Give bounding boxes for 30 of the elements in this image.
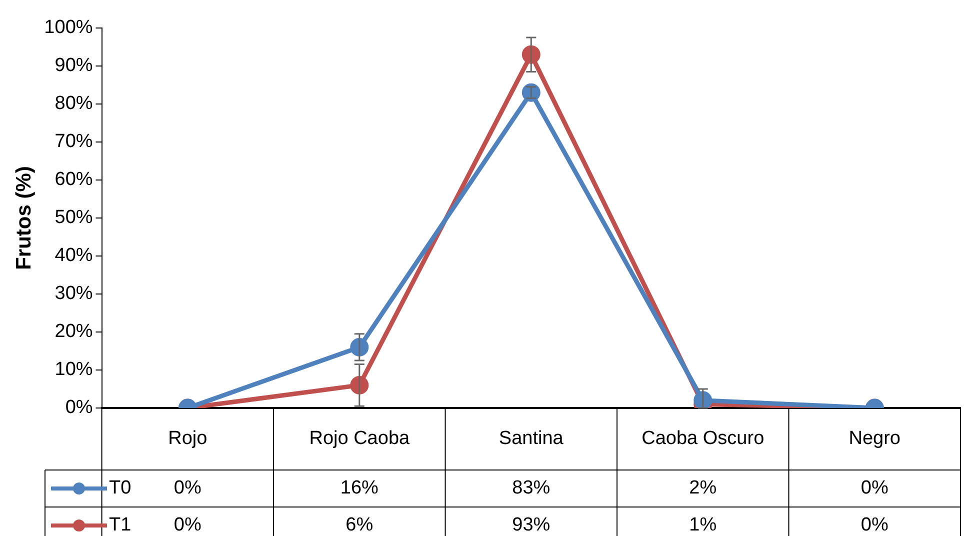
- y-tick-label: 0%: [65, 397, 93, 418]
- legend-label: T1: [109, 514, 132, 536]
- x-tick-label: Rojo: [168, 428, 208, 450]
- data-label: 6%: [346, 514, 374, 536]
- legend-label: T0: [109, 478, 132, 499]
- data-label: 0%: [860, 514, 888, 536]
- y-tick-label: 90%: [54, 55, 93, 76]
- y-tick-label: 50%: [54, 207, 93, 228]
- x-tick-label: Caoba Oscuro: [642, 428, 764, 450]
- y-tick-label: 20%: [54, 321, 93, 342]
- data-label: 0%: [174, 514, 202, 536]
- data-label: 2%: [689, 478, 717, 499]
- y-axis-title: Frutos (%): [12, 166, 36, 270]
- y-tick-label: 40%: [54, 245, 93, 266]
- x-tick-label: Rojo Caoba: [309, 428, 410, 450]
- data-label: 93%: [512, 514, 550, 536]
- data-label: 16%: [340, 478, 379, 499]
- y-tick-label: 60%: [54, 169, 93, 190]
- y-tick-label: 10%: [54, 359, 93, 380]
- y-tick-label: 100%: [44, 17, 93, 38]
- data-label: 0%: [860, 478, 888, 499]
- data-label: 0%: [174, 478, 202, 499]
- x-tick-label: Santina: [498, 428, 564, 450]
- y-tick-label: 80%: [54, 93, 93, 114]
- x-tick-label: Negro: [848, 428, 901, 450]
- y-tick-label: 70%: [54, 131, 93, 152]
- data-label: 83%: [512, 478, 550, 499]
- y-tick-label: 30%: [54, 283, 93, 304]
- point: [522, 83, 540, 102]
- data-label: 1%: [689, 514, 717, 536]
